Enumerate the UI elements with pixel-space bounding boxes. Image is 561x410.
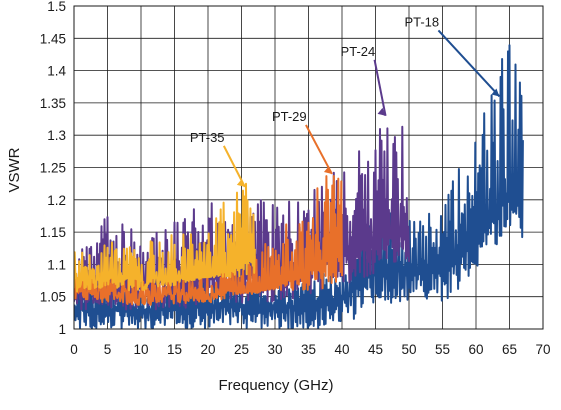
- x-tick-label: 60: [468, 342, 483, 357]
- x-tick-label: 55: [435, 342, 450, 357]
- y-tick-label: 1.45: [40, 31, 66, 46]
- y-tick-label: 1.05: [40, 290, 66, 305]
- x-tick-label: 20: [200, 342, 215, 357]
- x-axis-ticks: 0 5 10 15 20 25 30 35 40 45 50 55 60 65 70: [70, 342, 550, 357]
- x-tick-label: 15: [167, 342, 182, 357]
- annotation-arrowhead: [491, 88, 500, 97]
- y-axis-title: VSWR: [6, 147, 23, 192]
- annotation-arrow: [373, 59, 387, 117]
- x-tick-label: 5: [104, 342, 112, 357]
- x-tick-label: 30: [267, 342, 282, 357]
- plot-frame: [73, 5, 544, 330]
- annotation-arrow: [305, 124, 333, 175]
- x-tick-label: 25: [234, 342, 249, 357]
- series-layer: [74, 44, 524, 329]
- y-tick-label: 1.1: [47, 257, 66, 272]
- x-tick-label: 10: [133, 342, 148, 357]
- series-line-pt-29: [74, 175, 343, 306]
- y-tick-label: 1.2: [47, 193, 66, 208]
- x-tick-label: 50: [401, 342, 416, 357]
- y-tick-label: 1.4: [47, 64, 66, 79]
- x-axis-title: Frequency (GHz): [218, 377, 333, 394]
- annotation-label: PT-35: [190, 130, 225, 145]
- series-line-pt-18: [74, 44, 524, 329]
- y-tick-label: 1.3: [47, 128, 66, 143]
- plot-border: [73, 5, 544, 330]
- annotation-arrowhead: [323, 165, 332, 174]
- y-tick-label: 1.5: [47, 0, 66, 14]
- x-tick-label: 35: [301, 342, 316, 357]
- x-tick-label: 45: [368, 342, 383, 357]
- series-line-pt-35: [74, 182, 256, 293]
- y-tick-label: 1.15: [40, 225, 66, 240]
- annotation-arrowhead: [236, 178, 245, 187]
- x-tick-label: 40: [334, 342, 349, 357]
- y-tick-label: 1.25: [40, 161, 66, 176]
- annotation-label: PT-18: [404, 14, 439, 29]
- y-axis-ticks: 1 1.05 1.1 1.15 1.2 1.25 1.3 1.35 1.4 1.45 1.5: [40, 0, 67, 337]
- y-tick-label: 1.35: [40, 96, 66, 111]
- x-tick-label: 65: [502, 342, 517, 357]
- annotation-label: PT-24: [341, 44, 376, 59]
- x-tick-label: 70: [535, 342, 550, 357]
- y-tick-label: 1: [58, 322, 66, 337]
- annotation-arrowhead: [377, 107, 386, 116]
- annotation-arrow: [437, 29, 501, 98]
- x-tick-label: 0: [70, 342, 78, 357]
- annotation-label: PT-29: [272, 109, 307, 124]
- annotations: PT-18 PT-24 PT-29 PT-35: [190, 14, 501, 188]
